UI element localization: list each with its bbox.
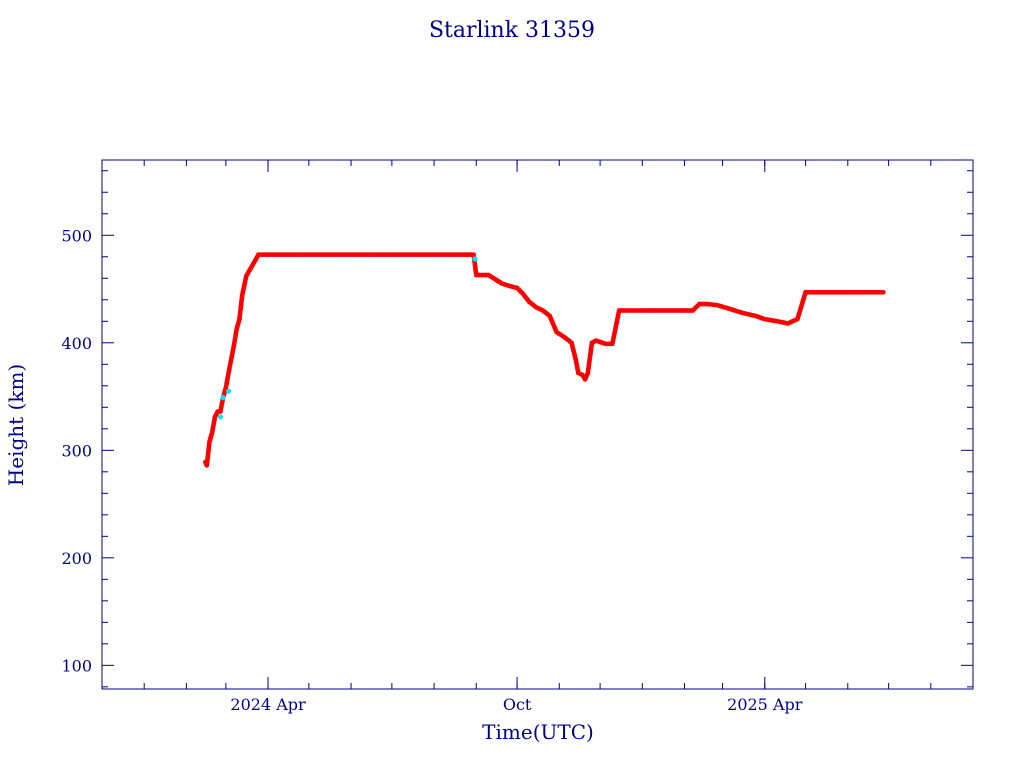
y-tick-label: 400 <box>61 334 92 353</box>
x-tick-label: 2025 Apr <box>727 695 803 714</box>
x-tick-label: 2024 Apr <box>230 695 306 714</box>
series-group <box>203 252 886 468</box>
plot-frame <box>101 159 974 690</box>
y-tick-label: 500 <box>61 226 92 245</box>
x-tick-label: Oct <box>503 695 532 714</box>
chart-title: Starlink 31359 <box>429 18 595 43</box>
data-point-alt <box>225 388 232 394</box>
y-tick-label: 200 <box>61 549 92 568</box>
data-point-alt <box>220 395 226 401</box>
series-line <box>204 254 884 468</box>
x-axis-label: Time(UTC) <box>482 720 594 744</box>
data-point-alt <box>472 256 478 262</box>
y-axis-label: Height (km) <box>4 364 28 486</box>
y-tick-label: 300 <box>61 441 92 460</box>
data-point-alt <box>217 414 224 420</box>
data-point <box>880 289 886 295</box>
axis-tick-labels: 100 200 300 400 500 2024 Apr Oct 2025 Apr <box>61 226 802 714</box>
axis-ticks <box>101 160 974 689</box>
y-tick-label: 100 <box>61 656 92 675</box>
